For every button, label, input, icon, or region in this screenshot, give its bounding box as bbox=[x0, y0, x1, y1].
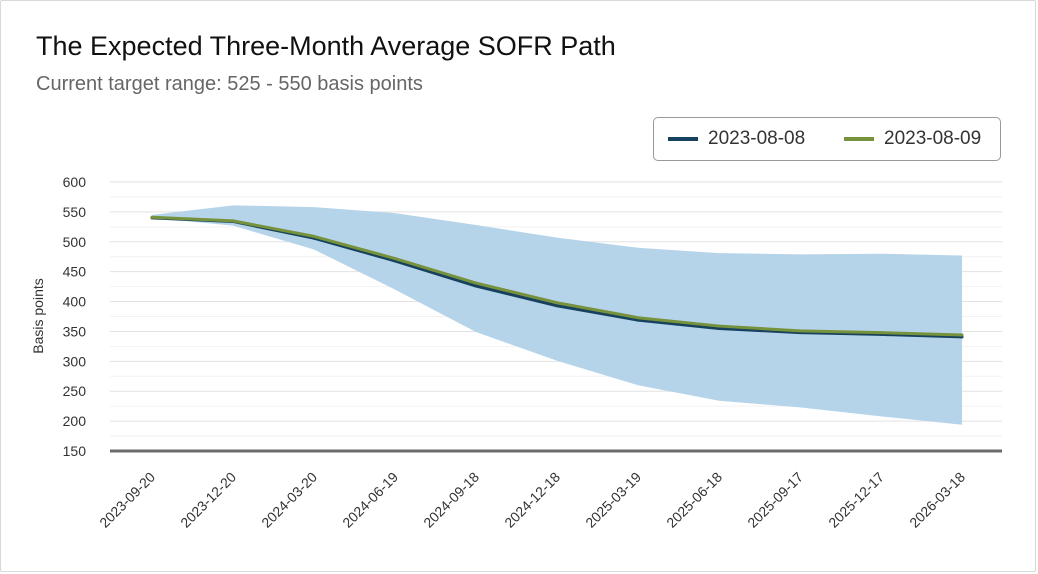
x-tick-label: 2024-12-18 bbox=[501, 469, 563, 531]
x-tick-label: 2024-06-19 bbox=[339, 469, 401, 531]
series-1-point bbox=[474, 284, 478, 288]
series-1-point bbox=[717, 326, 721, 330]
legend-swatch-series-1 bbox=[668, 137, 698, 141]
y-tick-label: 550 bbox=[63, 204, 87, 220]
series-2-point bbox=[636, 316, 640, 320]
x-tick-label: 2023-12-20 bbox=[177, 469, 239, 531]
range-band-area bbox=[152, 205, 962, 425]
y-tick-label: 450 bbox=[63, 264, 87, 280]
series-2-point bbox=[879, 331, 883, 335]
series-2-point bbox=[717, 324, 721, 328]
series-1-point bbox=[636, 318, 640, 322]
x-tick-label: 2024-09-18 bbox=[420, 469, 482, 531]
series-2-point bbox=[393, 257, 397, 261]
x-axis-ticks: 2023-09-20 2023-12-20 2024-03-20 2024-06-19… bbox=[96, 469, 968, 531]
legend-item-series-1[interactable]: 2023-08-08 bbox=[668, 118, 805, 160]
series-2-point bbox=[312, 234, 316, 238]
y-tick-label: 150 bbox=[63, 443, 87, 459]
x-tick-label: 2025-06-18 bbox=[663, 469, 725, 531]
series-2-point bbox=[150, 215, 154, 219]
legend: 2023-08-08 2023-08-09 bbox=[653, 117, 1001, 161]
series-2-point bbox=[231, 219, 235, 223]
x-tick-label: 2025-12-17 bbox=[825, 469, 887, 531]
series-2-point bbox=[474, 281, 478, 285]
y-tick-label: 250 bbox=[63, 383, 87, 399]
series-2-point bbox=[798, 329, 802, 333]
series-2-point bbox=[960, 333, 964, 337]
x-tick-label: 2026-03-18 bbox=[906, 469, 968, 531]
legend-label-series-1: 2023-08-08 bbox=[708, 128, 806, 149]
x-tick-label: 2023-09-20 bbox=[96, 469, 158, 531]
y-tick-label: 200 bbox=[63, 413, 87, 429]
y-tick-label: 300 bbox=[63, 353, 87, 369]
legend-item-series-2[interactable]: 2023-08-09 bbox=[844, 118, 981, 160]
y-tick-label: 350 bbox=[63, 323, 87, 339]
y-axis-label: Basis points bbox=[30, 278, 46, 353]
y-tick-label: 400 bbox=[63, 294, 87, 310]
y-axis-ticks: 150 200 250 300 350 400 450 500 550 600 bbox=[63, 174, 87, 459]
y-tick-label: 500 bbox=[63, 234, 87, 250]
x-tick-label: 2024-03-20 bbox=[258, 469, 320, 531]
range-band bbox=[152, 205, 962, 425]
legend-swatch-series-2 bbox=[844, 137, 874, 141]
chart-title: The Expected Three-Month Average SOFR Pa… bbox=[36, 31, 616, 61]
x-tick-label: 2025-03-19 bbox=[582, 469, 644, 531]
series-2-point bbox=[555, 301, 559, 305]
y-tick-label: 600 bbox=[63, 174, 87, 190]
series-lines bbox=[150, 215, 964, 339]
chart-subtitle: Current target range: 525 - 550 basis po… bbox=[36, 73, 423, 95]
legend-label-series-2: 2023-08-09 bbox=[884, 128, 982, 149]
series-1-point bbox=[555, 304, 559, 308]
x-tick-label: 2025-09-17 bbox=[744, 469, 806, 531]
